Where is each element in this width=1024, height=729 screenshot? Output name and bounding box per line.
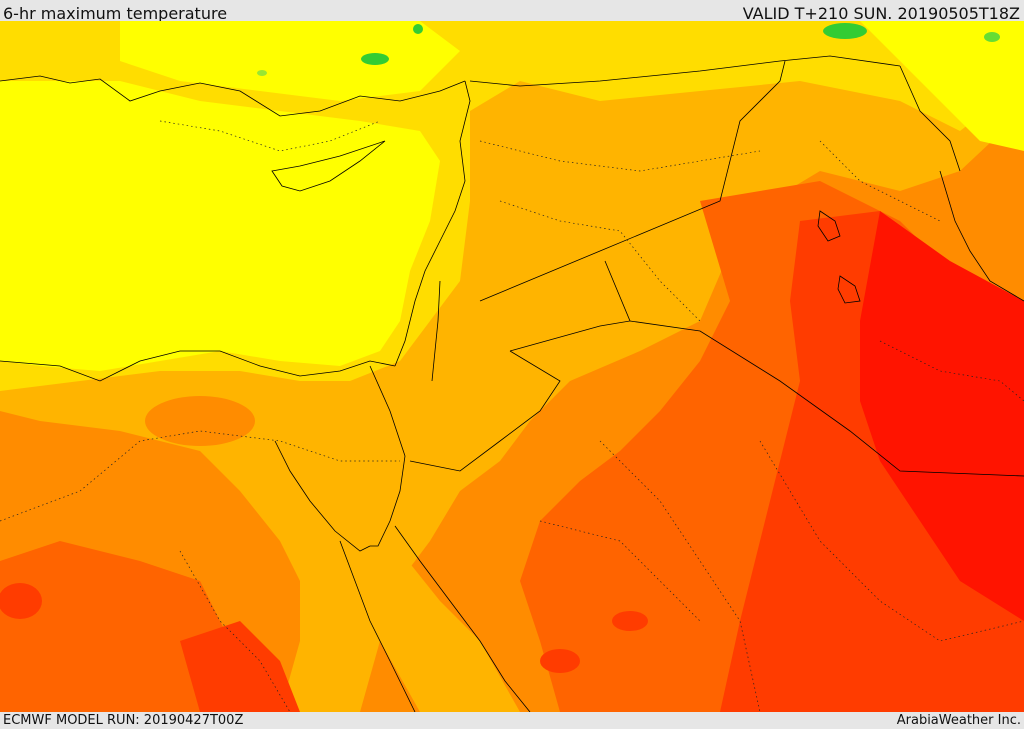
fill-amber-redsea	[360, 541, 520, 712]
fill-bright-yellow-sea	[0, 81, 440, 371]
coast-gulf	[939, 170, 1024, 302]
fill-red-spot-2	[612, 611, 648, 631]
coast-turkey	[0, 75, 466, 117]
fill-bright-yellow-turkey	[120, 21, 460, 101]
valid-time: VALID T+210 SUN. 20190505T18Z	[742, 4, 1020, 23]
fill-green-patch-4	[984, 32, 1000, 42]
coastlines	[0, 55, 1024, 712]
coast-jordan-river	[431, 280, 441, 382]
fill-red-spot-3	[0, 583, 42, 619]
fill-red-orange-egypt	[180, 621, 300, 712]
province-line-8	[159, 120, 381, 152]
border-iran	[899, 65, 961, 172]
fill-red-gulf	[860, 211, 1024, 621]
fill-amber-sinai-blob	[300, 461, 360, 521]
coast-cyprus	[271, 140, 386, 192]
fill-green-patch-5	[257, 70, 267, 76]
fill-red-spot-1	[540, 649, 580, 673]
border-iraq-saudi	[629, 320, 1024, 477]
coast-redsea-east	[394, 525, 531, 712]
footer-bar: ECMWF MODEL RUN: 20190427T00Z ArabiaWeat…	[0, 712, 1024, 729]
credit-label: ArabiaWeather Inc.	[896, 713, 1021, 728]
province-line-5	[759, 440, 1024, 642]
fill-amber-egypt-blob	[145, 396, 255, 446]
province-line-9	[539, 520, 701, 622]
coast-gulf-suez	[274, 440, 371, 552]
border-syria-turkey	[469, 55, 901, 87]
border-syria-iraq	[479, 60, 786, 302]
border-jordan-saudi	[509, 260, 631, 352]
coast-lake-tharthar	[817, 210, 841, 242]
coast-redsea-west	[339, 540, 416, 712]
model-run-label: ECMWF MODEL RUN: 20190427T00Z	[3, 713, 244, 728]
province-line-3	[479, 140, 761, 172]
header-bar: 6-hr maximum temperature VALID T+210 SUN…	[0, 0, 1024, 23]
fill-green-patch-3	[823, 23, 867, 39]
coast-lake-2	[837, 275, 861, 304]
fill-yellow-east	[860, 21, 1024, 151]
province-line-7	[819, 140, 941, 222]
coast-egypt	[0, 350, 396, 382]
map-canvas	[0, 21, 1024, 712]
temperature-map[interactable]	[0, 21, 1024, 712]
province-borders	[0, 120, 1024, 712]
border-jordan	[409, 350, 561, 472]
map-title: 6-hr maximum temperature	[3, 4, 228, 23]
fill-green-patch-1	[361, 53, 389, 65]
fill-green-patch-2	[413, 24, 423, 34]
coast-aqaba	[370, 455, 406, 547]
border-egypt-israel	[369, 365, 406, 457]
coast-levant	[394, 80, 471, 367]
province-line-2	[179, 550, 291, 712]
